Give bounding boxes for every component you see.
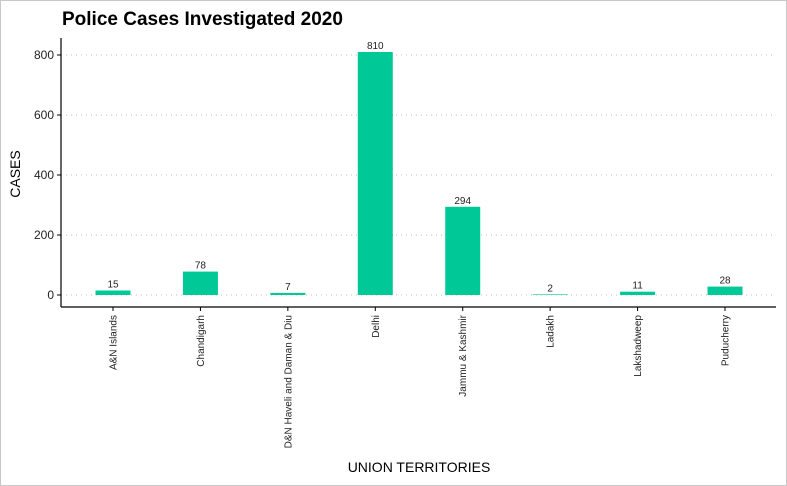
- bar: [270, 292, 306, 295]
- axes: [57, 38, 776, 311]
- y-tick-label: 200: [34, 228, 54, 242]
- bar: [95, 290, 131, 295]
- data-label: 2: [547, 283, 553, 294]
- bar: [707, 286, 743, 295]
- bar: [182, 271, 218, 295]
- data-label: 11: [632, 281, 643, 292]
- x-tick-label: A&N Islands: [109, 315, 120, 370]
- chart-title: Police Cases Investigated 2020: [62, 9, 343, 30]
- bar: [445, 206, 481, 295]
- data-label: 28: [719, 276, 731, 287]
- y-tick-labels: 0 200 400 600 800: [34, 48, 54, 302]
- y-tick-label: 600: [34, 108, 54, 122]
- data-label: 810: [367, 41, 384, 52]
- y-tick-label: 400: [34, 168, 54, 182]
- x-tick-label: Lakshadweep: [633, 315, 644, 377]
- x-tick-label: Chandigarh: [196, 315, 207, 367]
- bar: [620, 291, 656, 295]
- data-label: 294: [454, 196, 471, 207]
- y-axis-title: CASES: [7, 150, 23, 197]
- x-tick-label: Jammu & Kashmir: [458, 314, 469, 396]
- data-label: 15: [107, 280, 119, 291]
- data-label: 78: [195, 261, 207, 272]
- x-tick-label: Puducherry: [721, 315, 732, 366]
- y-tick-label: 0: [47, 288, 54, 302]
- x-tick-label: D&N Haveli and Daman & Diu: [283, 315, 294, 448]
- x-tick-labels: A&N Islands Chandigarh D&N Haveli and Dama…: [109, 314, 732, 448]
- gridlines: [61, 54, 776, 296]
- x-tick-label: Ladakh: [546, 315, 557, 348]
- data-labels: 15 78 7 810 294 2 11 28: [107, 41, 731, 294]
- x-tick-label: Delhi: [371, 315, 382, 338]
- data-label: 7: [285, 282, 291, 293]
- y-tick-label: 800: [34, 48, 54, 62]
- bar: [357, 52, 393, 295]
- bar: [532, 294, 568, 295]
- bars: [95, 52, 743, 295]
- x-axis-title: UNION TERRITORIES: [348, 459, 491, 475]
